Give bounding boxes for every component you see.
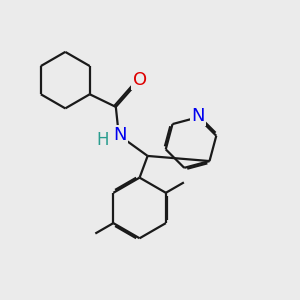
Text: O: O <box>133 71 147 89</box>
Text: N: N <box>113 126 127 144</box>
Text: H: H <box>96 131 109 149</box>
Text: N: N <box>191 107 205 125</box>
